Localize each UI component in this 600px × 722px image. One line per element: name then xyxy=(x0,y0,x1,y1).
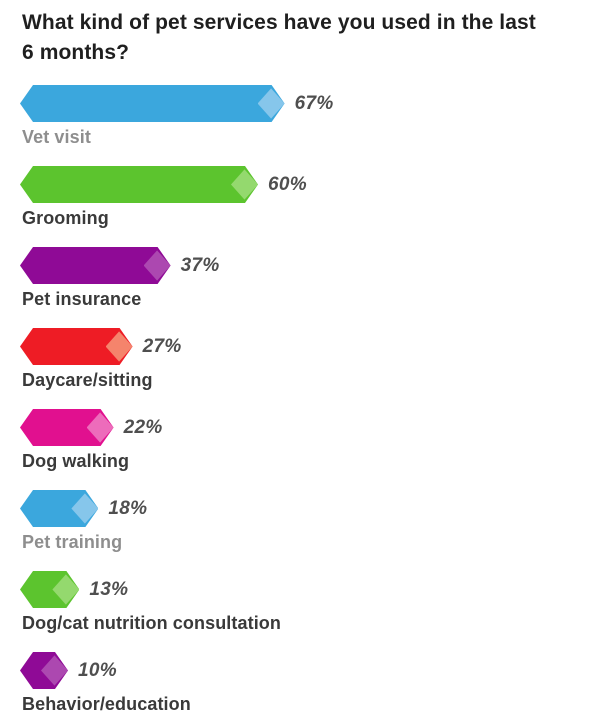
bar-line: 27% xyxy=(20,328,580,365)
bar-line: 60% xyxy=(20,166,580,203)
bar-shape xyxy=(20,652,68,689)
bar-label: Daycare/sitting xyxy=(22,370,153,390)
bar-tip-diamond-icon xyxy=(41,655,68,685)
bar-shape xyxy=(20,490,98,527)
bar-row: 22% Dog walking xyxy=(20,409,580,472)
bar-row: 10% Behavior/education xyxy=(20,652,580,715)
bar-shape xyxy=(20,85,285,122)
bar-label: Pet training xyxy=(22,532,123,552)
bar-line: 37% xyxy=(20,247,580,284)
bar-list: 67% Vet visit 60% Grooming 37% Pet insur… xyxy=(20,85,580,715)
bar-value: 60% xyxy=(268,173,307,195)
chart-title-line-1: What kind of pet services have you used … xyxy=(22,11,536,34)
bar-value: 10% xyxy=(78,659,117,681)
bar-value: 22% xyxy=(123,416,163,438)
bar-line: 10% xyxy=(20,652,580,689)
bar-label: Dog walking xyxy=(22,451,130,471)
bar-tip-diamond-icon xyxy=(71,493,98,523)
bar-row: 60% Grooming xyxy=(20,166,580,229)
chart-title: What kind of pet services have you used … xyxy=(22,8,580,68)
bar-label: Grooming xyxy=(22,208,109,228)
chart-title-line-2: 6 months? xyxy=(22,41,130,64)
bar-tip-diamond-icon xyxy=(231,169,258,199)
bar-shape xyxy=(20,166,258,203)
bar-tip-diamond-icon xyxy=(144,250,171,280)
bar-shape xyxy=(20,409,114,446)
bar-row: 37% Pet insurance xyxy=(20,247,580,310)
bar-label: Behavior/education xyxy=(22,694,191,714)
bar-row: 13% Dog/cat nutrition consultation xyxy=(20,571,580,634)
bar-row: 67% Vet visit xyxy=(20,85,580,148)
bar-shape xyxy=(20,247,171,284)
bar-label: Dog/cat nutrition consultation xyxy=(22,613,281,633)
bar-tip-diamond-icon xyxy=(258,88,285,118)
bar-label: Pet insurance xyxy=(22,289,142,309)
bar-row: 27% Daycare/sitting xyxy=(20,328,580,391)
bar-label: Vet visit xyxy=(22,127,91,147)
bar-line: 67% xyxy=(20,85,580,122)
bar-shape xyxy=(20,571,79,608)
bar-row: 18% Pet training xyxy=(20,490,580,553)
bar-value: 13% xyxy=(89,578,129,600)
bar-tip-diamond-icon xyxy=(106,331,133,361)
bar-line: 13% xyxy=(20,571,580,608)
bar-shape xyxy=(20,328,133,365)
bar-value: 37% xyxy=(180,254,220,276)
bar-value: 27% xyxy=(142,335,182,357)
bar-line: 22% xyxy=(20,409,580,446)
bar-tip-diamond-icon xyxy=(52,574,79,604)
bar-line: 18% xyxy=(20,490,580,527)
bar-value: 18% xyxy=(108,497,148,519)
bar-value: 67% xyxy=(294,92,334,114)
bar-tip-diamond-icon xyxy=(87,412,114,442)
